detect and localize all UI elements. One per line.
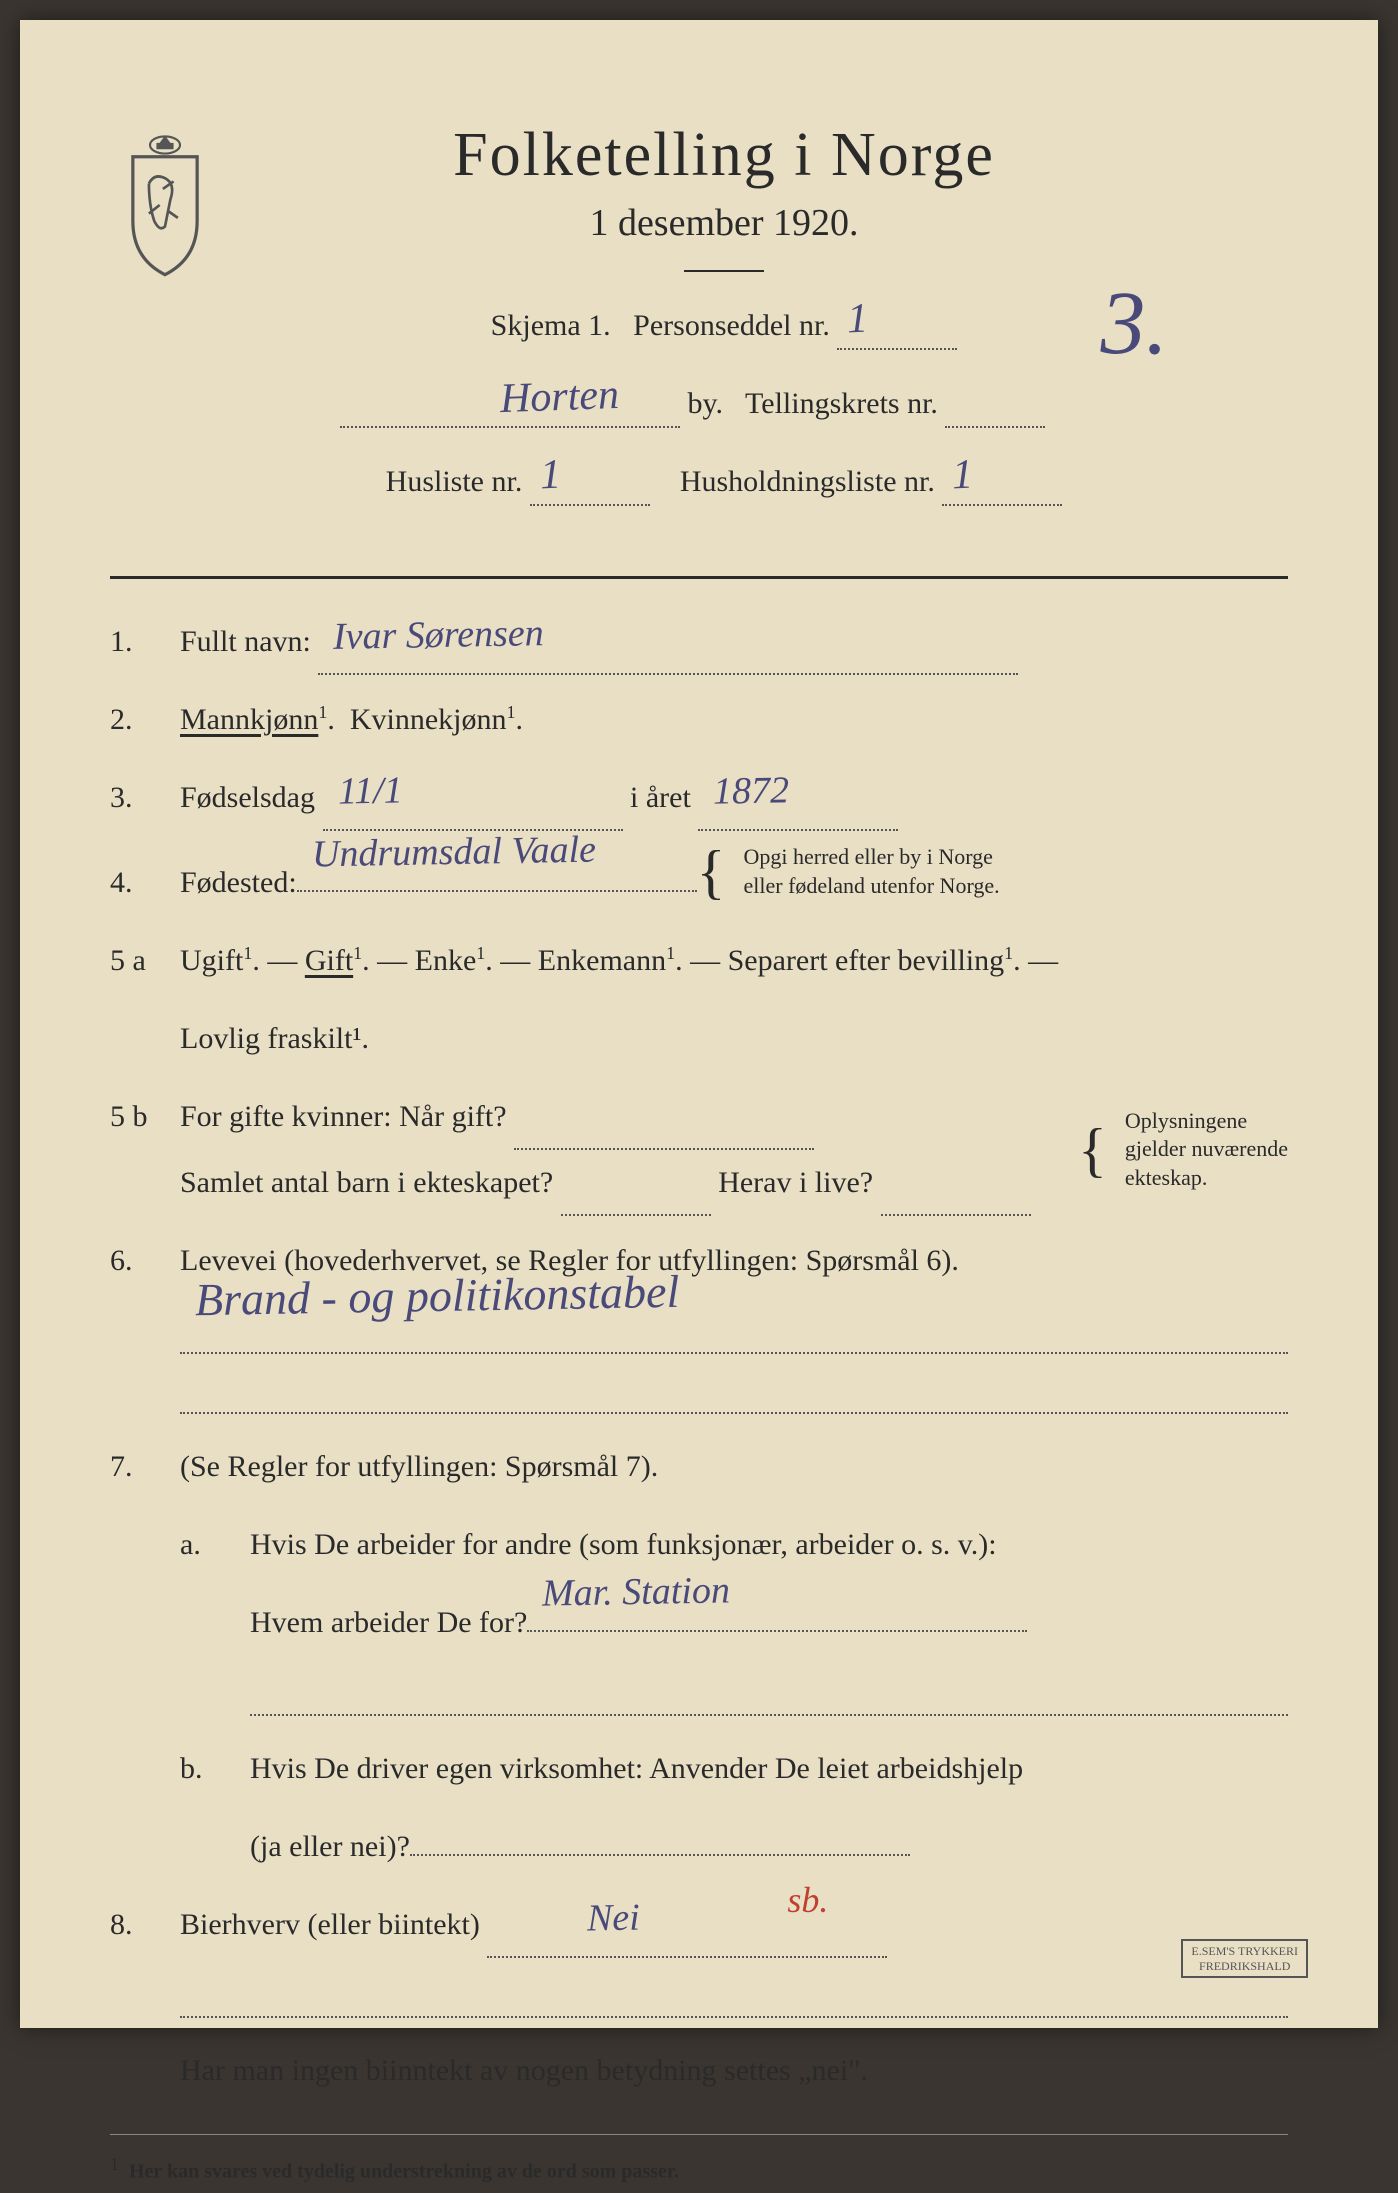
q7b-text2: (ja eller nei)? bbox=[250, 1814, 410, 1880]
question-7a-line2: Hvem arbeider De for? Mar. Station bbox=[110, 1590, 1288, 1656]
q8-value: Nei bbox=[587, 1877, 641, 1962]
footnote-text: Her kan svares ved tydelig understreknin… bbox=[129, 2160, 679, 2182]
printer-stamp: E.SEM'S TRYKKERI FREDRIKSHALD bbox=[1181, 1939, 1308, 1978]
title-block: Folketelling i Norge 1 desember 1920. 3.… bbox=[260, 120, 1288, 536]
q8-label: Bierhverv (eller biintekt) bbox=[180, 1908, 480, 1941]
question-7b: b. Hvis De driver egen virksomhet: Anven… bbox=[110, 1736, 1288, 1802]
title-separator bbox=[684, 270, 764, 272]
by-value: Horten bbox=[499, 362, 620, 433]
q8-red-mark: sb. bbox=[787, 1861, 828, 1940]
q7a-text1: Hvis De arbeider for andre (som funksjon… bbox=[250, 1512, 1288, 1578]
q7-label: (Se Regler for utfyllingen: Spørsmål 7). bbox=[180, 1434, 1288, 1500]
q3-label2: i året bbox=[630, 781, 691, 814]
q2-opt2: Kvinnekjønn bbox=[350, 703, 507, 736]
q8-number: 8. bbox=[110, 1892, 180, 1958]
brace-icon: { bbox=[1078, 1126, 1107, 1174]
q5a-number: 5 a bbox=[110, 928, 180, 994]
husliste-label: Husliste nr. bbox=[386, 465, 523, 498]
q6-number: 6. bbox=[110, 1228, 180, 1294]
schema-label: Skjema 1. bbox=[491, 309, 611, 342]
header: Folketelling i Norge 1 desember 1920. 3.… bbox=[110, 120, 1288, 536]
form-body: 1. Fullt navn: Ivar Sørensen 2. Mannkjøn… bbox=[110, 609, 1288, 2193]
q2-number: 2. bbox=[110, 687, 180, 753]
husholdning-label: Husholdningsliste nr. bbox=[680, 465, 935, 498]
q7a-answer-line2 bbox=[250, 1676, 1288, 1716]
q2-opt1: Mannkjønn bbox=[180, 703, 318, 736]
q8-note: Har man ingen biinntekt av nogen betydni… bbox=[110, 2038, 1288, 2104]
header-separator bbox=[110, 576, 1288, 579]
q5b-note: Oplysningene gjelder nuværende ekteskap. bbox=[1125, 1107, 1288, 1193]
husliste-value: 1 bbox=[539, 441, 562, 509]
tellingskrets-label: Tellingskrets nr. bbox=[745, 387, 938, 420]
coat-of-arms-icon bbox=[110, 130, 220, 280]
q5b-number: 5 b bbox=[110, 1084, 180, 1150]
q4-number: 4. bbox=[110, 850, 180, 916]
question-5a: 5 a Ugift1. — Gift1. — Enke1. — Enkemann… bbox=[110, 928, 1288, 994]
q8-answer-line2 bbox=[180, 1978, 1288, 2018]
q5b-label1: For gifte kvinner: Når gift? bbox=[180, 1100, 507, 1133]
question-1: 1. Fullt navn: Ivar Sørensen bbox=[110, 609, 1288, 675]
question-7b-line2: (ja eller nei)? bbox=[110, 1814, 1288, 1880]
question-3: 3. Fødselsdag 11/1 i året 1872 bbox=[110, 765, 1288, 831]
q7a-value: Mar. Station bbox=[542, 1549, 731, 1636]
q6-answer-line: Brand - og politikonstabel bbox=[180, 1314, 1288, 1354]
q5b-label3: Herav i live? bbox=[718, 1166, 873, 1199]
q7a-letter: a. bbox=[180, 1512, 250, 1578]
q3-number: 3. bbox=[110, 765, 180, 831]
q7a-text2: Hvem arbeider De for? bbox=[250, 1590, 527, 1656]
q1-label: Fullt navn: bbox=[180, 625, 311, 658]
q3-label1: Fødselsdag bbox=[180, 781, 315, 814]
census-form-document: Folketelling i Norge 1 desember 1920. 3.… bbox=[20, 20, 1378, 2028]
tellingskrets-number-large: 3. bbox=[1101, 272, 1169, 375]
document-subtitle: 1 desember 1920. bbox=[260, 201, 1188, 245]
husholdning-value: 1 bbox=[951, 441, 974, 509]
question-5b: 5 b For gifte kvinner: Når gift? Samlet … bbox=[110, 1084, 1288, 1216]
question-5a-cont: Lovlig fraskilt¹. bbox=[110, 1006, 1288, 1072]
question-2: 2. Mannkjønn1. Kvinnekjønn1. bbox=[110, 687, 1288, 753]
q6-answer-line2 bbox=[180, 1374, 1288, 1414]
q7b-text: Hvis De driver egen virksomhet: Anvender… bbox=[250, 1736, 1288, 1802]
document-title: Folketelling i Norge bbox=[260, 120, 1188, 191]
brace-icon: { bbox=[697, 848, 726, 896]
q1-number: 1. bbox=[110, 609, 180, 675]
q5b-label2: Samlet antal barn i ekteskapet? bbox=[180, 1166, 553, 1199]
personseddel-value: 1 bbox=[846, 285, 869, 353]
q3-year: 1872 bbox=[713, 750, 790, 835]
question-4: 4. Fødested: Undrumsdal Vaale { Opgi her… bbox=[110, 843, 1288, 916]
q4-label: Fødested: bbox=[180, 850, 297, 916]
question-8: 8. Bierhverv (eller biintekt) Nei sb. bbox=[110, 1892, 1288, 1958]
footnote: 1 Her kan svares ved tydelig understrekn… bbox=[110, 2134, 1288, 2193]
question-7: 7. (Se Regler for utfyllingen: Spørsmål … bbox=[110, 1434, 1288, 1500]
q7-number: 7. bbox=[110, 1434, 180, 1500]
q5a-opts2: Lovlig fraskilt¹. bbox=[180, 1006, 369, 1072]
q5a-selected: Gift bbox=[305, 944, 353, 977]
q4-note: Opgi herred eller by i Norge eller fødel… bbox=[743, 843, 999, 900]
q4-value: Undrumsdal Vaale bbox=[311, 809, 596, 898]
q6-value: Brand - og politikonstabel bbox=[194, 1241, 680, 1351]
q1-value: Ivar Sørensen bbox=[333, 593, 545, 680]
form-metadata: 3. Skjema 1. Personseddel nr. 1 Horten b… bbox=[260, 302, 1188, 506]
personseddel-label: Personseddel nr. bbox=[633, 309, 830, 342]
by-label: by. bbox=[688, 387, 724, 420]
q7b-letter: b. bbox=[180, 1736, 250, 1802]
